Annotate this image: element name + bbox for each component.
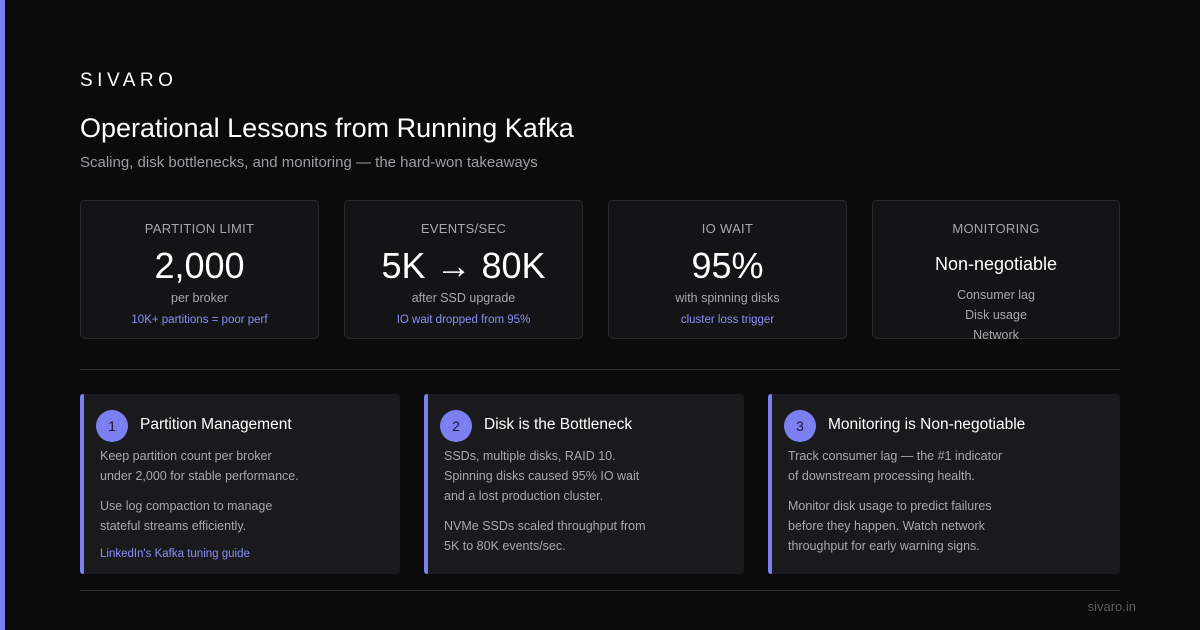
card-line: before they happen. Watch network <box>788 519 985 533</box>
card-paragraph: Use log compaction to manage stateful st… <box>100 496 388 536</box>
card-monitoring: 3 Monitoring is Non-negotiable Track con… <box>768 394 1120 574</box>
card-disk-bottleneck: 2 Disk is the Bottleneck SSDs, multiple … <box>424 394 744 574</box>
card-line: of downstream processing health. <box>788 469 975 483</box>
stat-io-wait: IO WAIT 95% with spinning disks cluster … <box>608 200 847 339</box>
footer-divider <box>80 590 1120 591</box>
kafka-tuning-guide-link[interactable]: LinkedIn's Kafka tuning guide <box>100 548 250 560</box>
card-title: Partition Management <box>140 416 292 433</box>
stat-events-per-sec: EVENTS/SEC 5K → 80K after SSD upgrade IO… <box>344 200 583 339</box>
footer-url[interactable]: sivaro.in <box>1087 599 1136 614</box>
card-paragraph: Track consumer lag — the #1 indicator of… <box>788 446 1108 486</box>
card-line: under 2,000 for stable performance. <box>100 469 299 483</box>
card-line: NVMe SSDs scaled throughput from <box>444 519 646 533</box>
stat-note: cluster loss trigger <box>680 314 775 326</box>
stat-desc: per broker <box>171 291 228 305</box>
stat-value: 5K → 80K <box>381 245 546 286</box>
card-title: Disk is the Bottleneck <box>484 416 633 433</box>
stat-list-item: Consumer lag <box>957 288 1035 302</box>
card-paragraph: NVMe SSDs scaled throughput from 5K to 8… <box>444 516 732 556</box>
stat-note: 10K+ partitions = poor perf <box>131 314 268 326</box>
card-number-badge: 3 <box>784 410 816 442</box>
card-number-badge: 2 <box>440 410 472 442</box>
card-line: Use log compaction to manage <box>100 499 273 513</box>
section-divider <box>80 369 1120 370</box>
card-line: throughput for early warning signs. <box>788 539 980 553</box>
page-title: Operational Lessons from Running Kafka <box>80 113 574 143</box>
stat-label: IO WAIT <box>701 221 754 236</box>
card-partition-management: 1 Partition Management Keep partition co… <box>80 394 400 574</box>
card-line: SSDs, multiple disks, RAID 10. <box>444 449 616 463</box>
card-paragraph: Keep partition count per broker under 2,… <box>100 446 388 486</box>
card-number-badge: 1 <box>96 410 128 442</box>
stat-partition-limit: PARTITION LIMIT 2,000 per broker 10K+ pa… <box>80 200 319 339</box>
card-line: Track consumer lag — the #1 indicator <box>788 449 1003 463</box>
brand-logo: SIVARO <box>80 70 178 91</box>
stat-list-item: Network <box>973 328 1019 342</box>
card-paragraph: SSDs, multiple disks, RAID 10. Spinning … <box>444 446 732 506</box>
stat-value: Non-negotiable <box>934 254 1058 274</box>
page-subtitle: Scaling, disk bottlenecks, and monitorin… <box>80 154 538 171</box>
stat-value: 95% <box>691 245 764 286</box>
stat-desc: after SSD upgrade <box>411 291 516 305</box>
stat-note: IO wait dropped from 95% <box>396 314 531 326</box>
card-line: 5K to 80K events/sec. <box>444 539 566 553</box>
stat-monitoring: MONITORING Non-negotiable Consumer lag D… <box>872 200 1120 342</box>
card-line: Keep partition count per broker <box>100 449 272 463</box>
card-paragraph: Monitor disk usage to predict failures b… <box>788 496 1108 556</box>
stat-value: 2,000 <box>154 245 245 286</box>
card-title: Monitoring is Non-negotiable <box>828 416 1026 433</box>
card-line: Spinning disks caused 95% IO wait <box>444 469 640 483</box>
stat-list: Consumer lag Disk usage Network <box>873 285 1119 345</box>
accent-bar <box>0 0 5 630</box>
stat-label: MONITORING <box>952 221 1040 236</box>
card-line: and a lost production cluster. <box>444 489 604 503</box>
stat-label: PARTITION LIMIT <box>144 221 255 236</box>
stat-desc: with spinning disks <box>675 291 780 305</box>
stat-list-item: Disk usage <box>965 308 1027 322</box>
card-line: stateful streams efficiently. <box>100 519 247 533</box>
stat-label: EVENTS/SEC <box>420 221 507 236</box>
card-line: Monitor disk usage to predict failures <box>788 499 992 513</box>
